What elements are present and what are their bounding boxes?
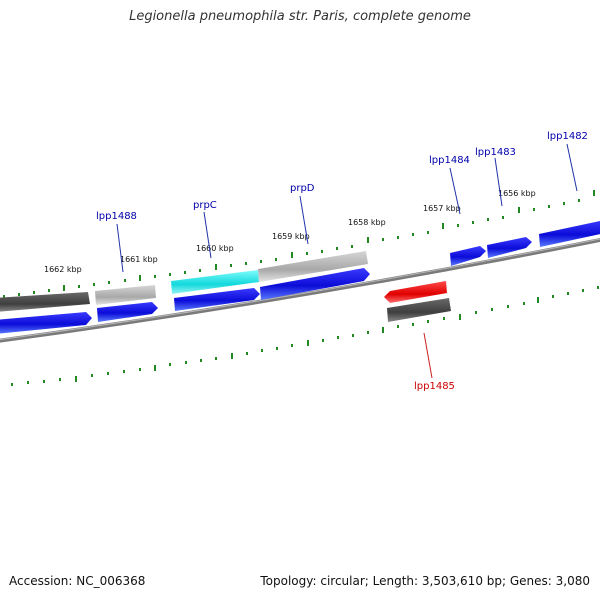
tick-labels: 1662 kbp 1661 kbp 1660 kbp 1659 kbp 1658…: [44, 189, 536, 274]
leader-lpp1483: [494, 157, 503, 207]
gene-label-prpC: prpC: [193, 200, 217, 211]
outer-ruler: [3, 190, 595, 298]
tick-label: 1658 kbp: [348, 218, 386, 227]
tick-label: 1662 kbp: [44, 265, 82, 274]
tick-label: 1659 kbp: [272, 232, 310, 241]
gene-label-lpp1483: lpp1483: [475, 147, 516, 158]
label-leaders: [116, 143, 578, 379]
leader-lpp1485: [423, 332, 433, 379]
genome-backbone: [0, 237, 600, 343]
gene-label-lpp1488: lpp1488: [96, 211, 137, 222]
tick-label: 1657 kbp: [423, 204, 461, 213]
cds-reverse-lpp1485: [384, 281, 447, 303]
tick-label: 1656 kbp: [498, 189, 536, 198]
gene-feature-dark: [0, 292, 90, 312]
cds-forward: [539, 221, 600, 247]
gene-label-prpD: prpD: [290, 183, 315, 194]
map-title: Legionella pneumophila str. Paris, compl…: [129, 9, 471, 24]
gene-label-lpp1482: lpp1482: [547, 131, 588, 142]
tick-label: 1661 kbp: [120, 255, 158, 264]
leader-lpp1488: [116, 223, 124, 273]
leader-lpp1484: [449, 167, 461, 215]
cds-forward: [260, 268, 370, 300]
genome-summary-text: Topology: circular; Length: 3,503,610 bp…: [260, 574, 590, 588]
cds-forward: [97, 302, 158, 322]
inner-ruler: [11, 286, 599, 386]
gene-label-lpp1485: lpp1485: [414, 381, 455, 392]
gene-feature-light: [95, 285, 156, 305]
cds-forward: [450, 246, 486, 266]
leader-prpD: [299, 195, 309, 245]
leader-lpp1482: [566, 143, 578, 192]
cds-forward: [174, 288, 260, 311]
gene-feature-light: [258, 251, 368, 282]
gene-label-lpp1484: lpp1484: [429, 155, 470, 166]
genome-backbone-shine: [0, 238, 600, 341]
accession-text: Accession: NC_006368: [9, 574, 146, 588]
gene-labels: lpp1488 prpC prpD lpp1484 lpp1483 lpp148…: [96, 131, 588, 392]
gene-feature-highlight-prpC: [171, 270, 259, 294]
cds-forward: [0, 312, 92, 334]
leader-prpC: [203, 211, 212, 259]
cds-forward: [487, 237, 532, 258]
tick-label: 1660 kbp: [196, 244, 234, 253]
gene-feature-dark: [387, 298, 451, 322]
